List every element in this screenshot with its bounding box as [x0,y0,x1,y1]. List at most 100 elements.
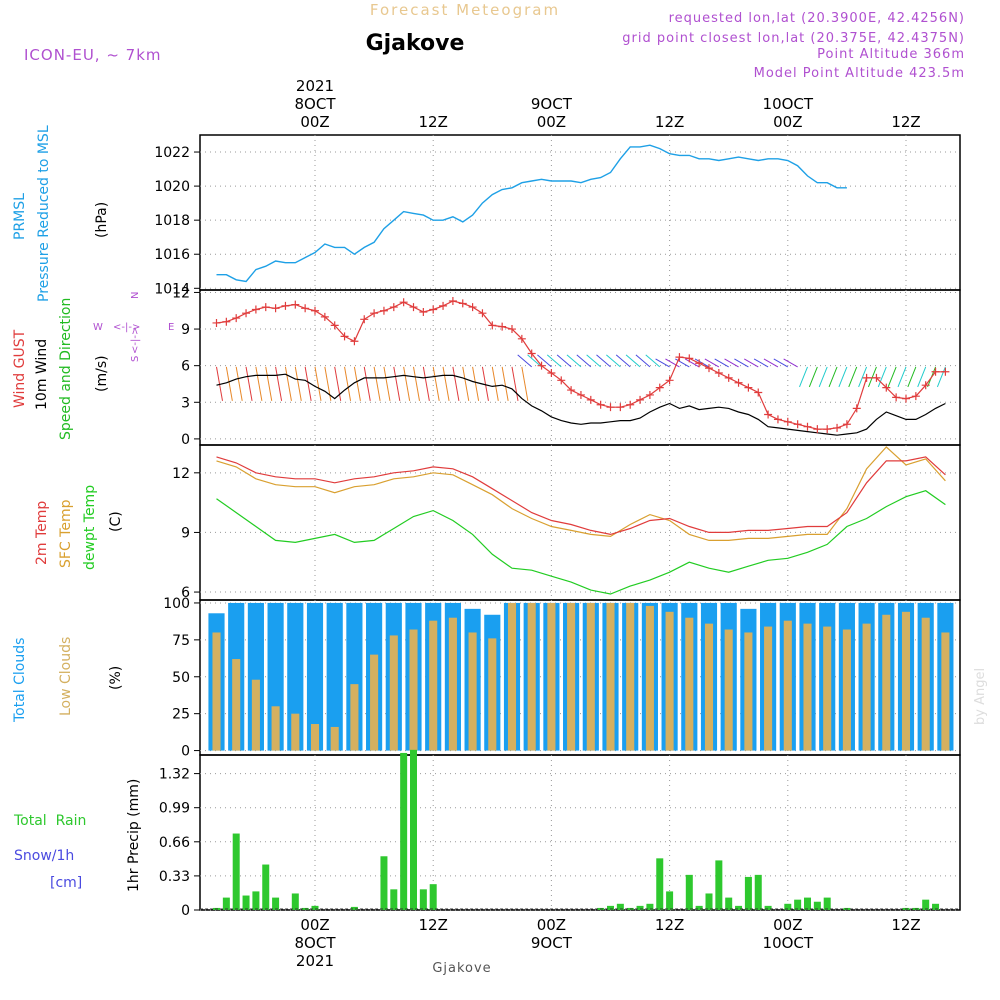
low-clouds-bar [744,632,753,751]
y-tick-wind: 0 [181,432,190,448]
rain-bar [390,889,398,910]
wind-direction-arrow [838,366,848,388]
temp-label-sfc: SFC Temp [58,499,74,568]
wind-direction-arrow [763,358,779,368]
rain-bar [922,899,930,910]
wind-label-dir: Speed and Direction [58,298,74,440]
compass-arrow-v: <-|-> [130,327,141,354]
compass-w: W [93,322,103,333]
total-clouds-bar [326,602,343,751]
wind-direction-arrow [462,366,470,401]
rain-bar [272,897,280,910]
wind-direction-arrow [635,354,651,368]
wind-direction-arrow [887,366,897,388]
wind-direction-arrow [566,354,582,368]
wind-gust-marker [655,383,664,392]
low-clouds-bar [626,602,635,751]
rain-bar [262,864,270,910]
grid-lines [194,135,960,911]
wind-gust-marker [586,395,595,404]
requested-coords: requested lon,lat (20.3900E, 42.4256N) [669,11,965,26]
wind-gust-marker [596,400,605,409]
wind-gust-marker [941,367,950,376]
low-clouds-bar [507,602,517,751]
low-clouds-bar [764,626,773,751]
low-clouds-bar [330,726,339,751]
compass-n: N [130,292,141,299]
time-label: 00Z [537,113,566,131]
low-clouds-bar [685,617,694,751]
y-tick-precip: 0.99 [159,801,190,817]
wind-gust-marker [714,368,723,377]
wind-gust-marker [744,383,753,392]
y-tick-clouds: 25 [172,707,190,723]
rain-bar [813,901,821,910]
rain-bar [380,856,388,910]
clouds-unit: (%) [108,666,124,690]
wind-gust-marker [439,301,448,310]
wind-gust-marker [793,420,802,429]
wind-gust-marker [488,321,497,330]
wind-gust-marker [675,353,684,362]
y-tick-precip: 0.33 [159,869,190,885]
low-clouds-bar [271,706,280,751]
time-label: 12Z [419,916,448,934]
low-clouds-bar [823,626,832,751]
rain-bar [744,876,752,910]
wind-direction-arrow [442,366,450,401]
low-clouds-bar [921,617,930,751]
time-label: 00Z [300,916,329,934]
precip-panel-frame [199,754,961,911]
y-tick-clouds: 100 [163,596,190,612]
wind-direction-arrow [645,354,661,368]
wind-gust-marker [389,303,398,312]
wind-gust-marker [350,337,359,346]
time-label: 12Z [655,113,684,131]
forecast-title: Forecast Meteogram [370,1,560,19]
wind-direction-arrow [353,366,361,401]
wind-direction-arrow [521,366,529,401]
time-label: 8OCT [295,95,337,113]
low-clouds-bar [468,632,477,751]
low-clouds-bar [350,684,359,751]
low-clouds-bar [724,629,733,751]
dewpt-temp-line [216,490,946,595]
wind-gust-marker [911,392,920,401]
wind-gust-marker [340,332,349,341]
y-tick-wind: 12 [172,285,190,301]
time-label: 9OCT [531,934,573,952]
rain-bar [419,889,427,910]
y-tick-temp: 9 [181,525,190,541]
wind-gust-marker [803,422,812,431]
wind-gust-marker [311,306,319,315]
wind-layer [212,296,950,436]
snow-unit-label: [cm] [50,875,82,891]
wind-direction-arrow [393,366,401,401]
wind-direction-arrow [537,354,552,368]
y-tick-precip: 1.32 [159,767,190,783]
low-clouds-bar [901,611,911,751]
wind-direction-arrow [501,366,509,401]
wind-gust-marker [291,300,300,309]
temp-2m-line [216,456,946,536]
wind-gust-marker [281,301,290,310]
wind-direction-arrow [867,366,877,388]
wind-gust-marker [685,354,694,363]
wind-direction-arrow [265,366,273,401]
low-clouds-bar [448,617,457,751]
wind-gust-marker [773,415,782,424]
wind-gust-marker [892,393,901,402]
footer-location: Gjakove [432,961,491,976]
model-altitude: Model Point Altitude 423.5m [754,66,965,81]
wind-gust-marker [833,423,842,432]
point-altitude: Point Altitude 366m [817,47,965,62]
wind-gust-marker [645,390,654,399]
wind-direction-arrow [472,366,480,401]
rain-bar [695,905,703,910]
wind-gust-marker [902,394,910,403]
temp-panel-frame [199,444,961,601]
rain-bar [735,905,743,910]
wind-gust-marker [271,304,280,313]
wind-direction-arrow [235,366,243,401]
